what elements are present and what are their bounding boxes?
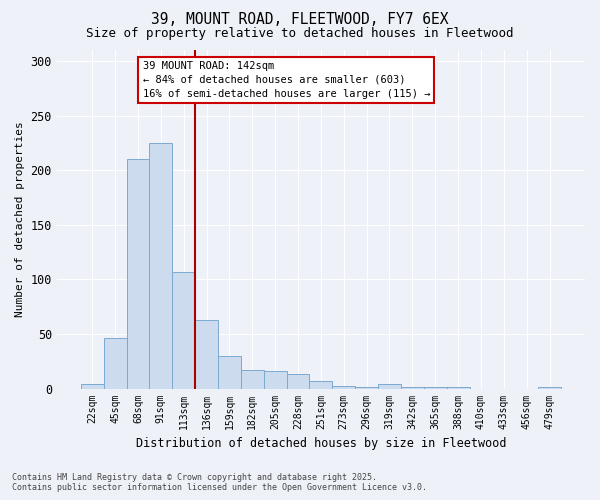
Bar bbox=[127, 159, 149, 388]
Bar bbox=[104, 338, 127, 388]
Bar bbox=[378, 384, 401, 388]
Text: Size of property relative to detached houses in Fleetwood: Size of property relative to detached ho… bbox=[86, 28, 514, 40]
Bar bbox=[149, 143, 172, 388]
X-axis label: Distribution of detached houses by size in Fleetwood: Distribution of detached houses by size … bbox=[136, 437, 506, 450]
Bar bbox=[310, 381, 332, 388]
Bar bbox=[287, 374, 310, 388]
Text: Contains HM Land Registry data © Crown copyright and database right 2025.
Contai: Contains HM Land Registry data © Crown c… bbox=[12, 473, 427, 492]
Bar bbox=[172, 272, 195, 388]
Bar bbox=[332, 386, 355, 388]
Bar bbox=[264, 371, 287, 388]
Bar bbox=[218, 356, 241, 388]
Bar bbox=[81, 384, 104, 388]
Text: 39, MOUNT ROAD, FLEETWOOD, FY7 6EX: 39, MOUNT ROAD, FLEETWOOD, FY7 6EX bbox=[151, 12, 449, 28]
Text: 39 MOUNT ROAD: 142sqm
← 84% of detached houses are smaller (603)
16% of semi-det: 39 MOUNT ROAD: 142sqm ← 84% of detached … bbox=[143, 61, 430, 99]
Bar bbox=[195, 320, 218, 388]
Y-axis label: Number of detached properties: Number of detached properties bbox=[15, 122, 25, 317]
Bar bbox=[241, 370, 264, 388]
